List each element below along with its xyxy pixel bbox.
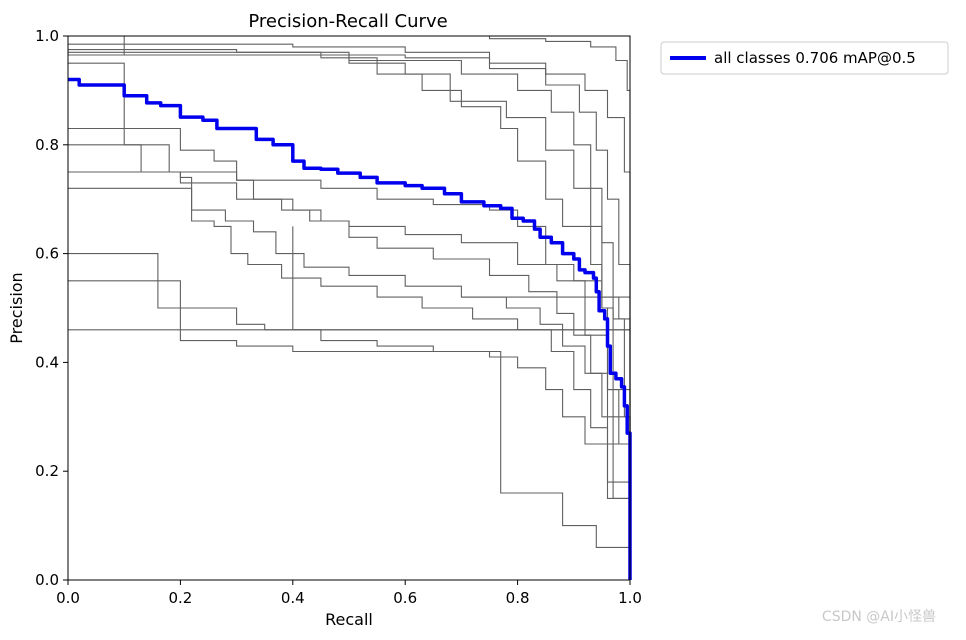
class-curve-class_11 bbox=[68, 253, 631, 580]
chart-title: Precision-Recall Curve bbox=[248, 11, 447, 32]
class-curve-class_10 bbox=[68, 187, 631, 580]
y-tick-label: 0.0 bbox=[35, 571, 59, 589]
legend-label: all classes 0.706 mAP@0.5 bbox=[714, 49, 916, 67]
y-tick-label: 0.2 bbox=[35, 462, 59, 480]
x-tick-label: 0.0 bbox=[56, 589, 80, 607]
y-tick-label: 1.0 bbox=[35, 27, 59, 45]
class-curve-class_15 bbox=[292, 226, 630, 331]
class-curve-class_6 bbox=[123, 36, 631, 580]
y-axis-label: Precision bbox=[7, 272, 26, 343]
y-tick-label: 0.8 bbox=[35, 136, 59, 154]
legend-box bbox=[660, 41, 949, 75]
plot-frame bbox=[67, 35, 631, 581]
x-tick-label: 1.0 bbox=[618, 589, 642, 607]
x-tick-label: 0.8 bbox=[506, 589, 530, 607]
y-tick-label: 0.6 bbox=[35, 245, 59, 263]
x-axis-label: Recall bbox=[325, 610, 373, 629]
x-tick-label: 0.2 bbox=[168, 589, 192, 607]
class-curve-class_12 bbox=[68, 280, 631, 580]
x-tick-label: 0.4 bbox=[281, 589, 305, 607]
watermark: CSDN @AI小怪兽 bbox=[821, 609, 936, 625]
y-axis-ticks: 0.0 0.2 0.4 0.6 0.8 1.0 bbox=[35, 27, 68, 589]
class-curves bbox=[68, 35, 631, 580]
class-curve-class_9 bbox=[68, 144, 631, 580]
main-curve bbox=[68, 77, 632, 580]
class-curve-class_13 bbox=[68, 171, 631, 580]
x-axis-ticks: 0.0 0.2 0.4 0.6 0.8 1.0 bbox=[56, 580, 642, 607]
main-curve-group bbox=[68, 77, 632, 580]
x-tick-label: 0.6 bbox=[393, 589, 417, 607]
y-tick-label: 0.4 bbox=[35, 353, 59, 371]
legend: all classes 0.706 mAP@0.5 bbox=[660, 41, 949, 75]
class-curve-class_4 bbox=[68, 51, 631, 580]
